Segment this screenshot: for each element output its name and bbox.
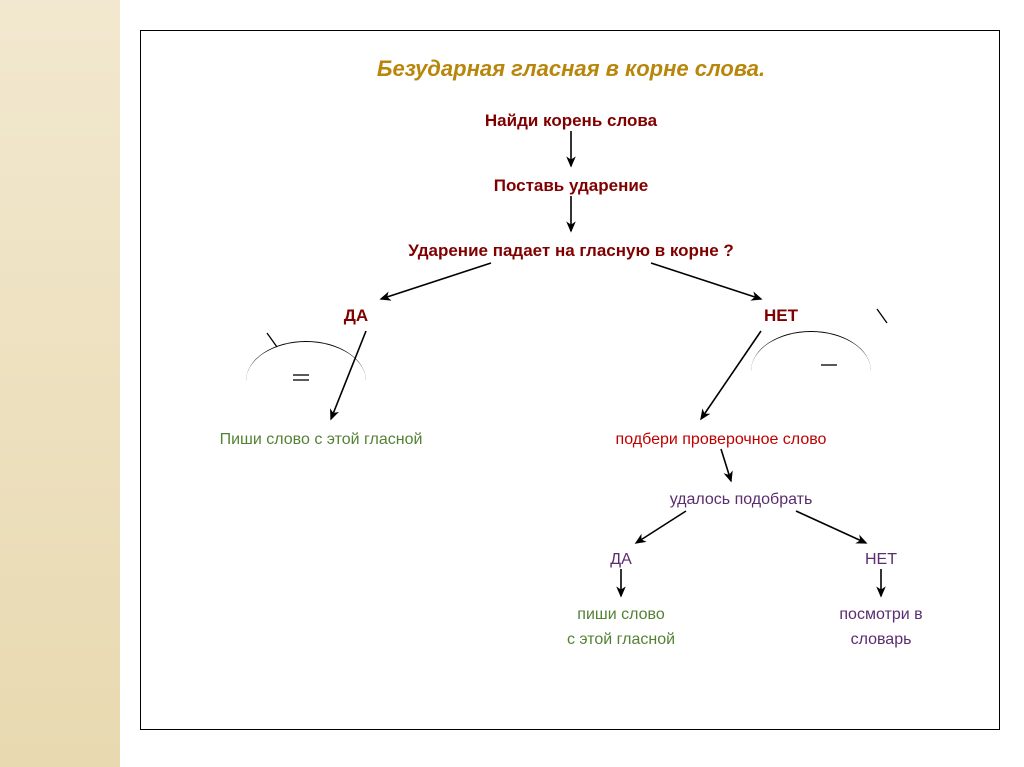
diagram-title: Безударная гласная в корне слова. — [377, 56, 765, 82]
sidebar-strip — [0, 0, 120, 767]
mark-stress1 — [267, 333, 277, 347]
arrows-layer — [141, 31, 1001, 731]
node-right_pick: подбери проверочное слово — [616, 431, 827, 449]
arrow-8 — [796, 511, 866, 543]
root-arc-0 — [246, 341, 366, 381]
arrow-3 — [651, 263, 761, 299]
arrow-7 — [636, 511, 686, 543]
node-n1: Найди корень слова — [485, 111, 657, 131]
node-no1: НЕТ — [764, 306, 798, 326]
node-yes1: ДА — [344, 306, 368, 326]
node-leaf2a_l2: с этой гласной — [567, 631, 675, 649]
arrow-5 — [701, 331, 761, 419]
arrow-2 — [381, 263, 491, 299]
node-n2: Поставь ударение — [494, 176, 649, 196]
node-did_pick: удалось подобрать — [670, 491, 813, 509]
node-leaf2b_l1: посмотри в — [839, 606, 922, 624]
node-no2: НЕТ — [865, 551, 897, 569]
root-arc-1 — [751, 331, 871, 371]
node-yes2: ДА — [610, 551, 632, 569]
node-leaf2a_l1: пиши слово — [577, 606, 664, 624]
arrow-6 — [721, 449, 731, 481]
diagram-container: Безударная гласная в корне слова. Найди … — [140, 30, 1000, 730]
mark-stress2 — [877, 309, 887, 323]
node-leaf2b_l2: словарь — [851, 631, 912, 649]
node-left_leaf: Пиши слово с этой гласной — [220, 431, 423, 449]
node-n3: Ударение падает на гласную в корне ? — [408, 241, 734, 261]
